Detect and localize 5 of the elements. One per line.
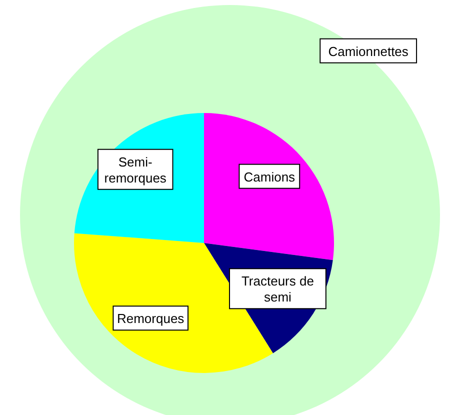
slice-label: Tracteurs de semi — [241, 274, 314, 305]
slice-label: Camions — [244, 169, 296, 184]
slice-label: Remorques — [116, 311, 185, 326]
slice-label: Camionnettes — [328, 44, 409, 59]
slice-label: Semi-remorques — [104, 154, 167, 186]
